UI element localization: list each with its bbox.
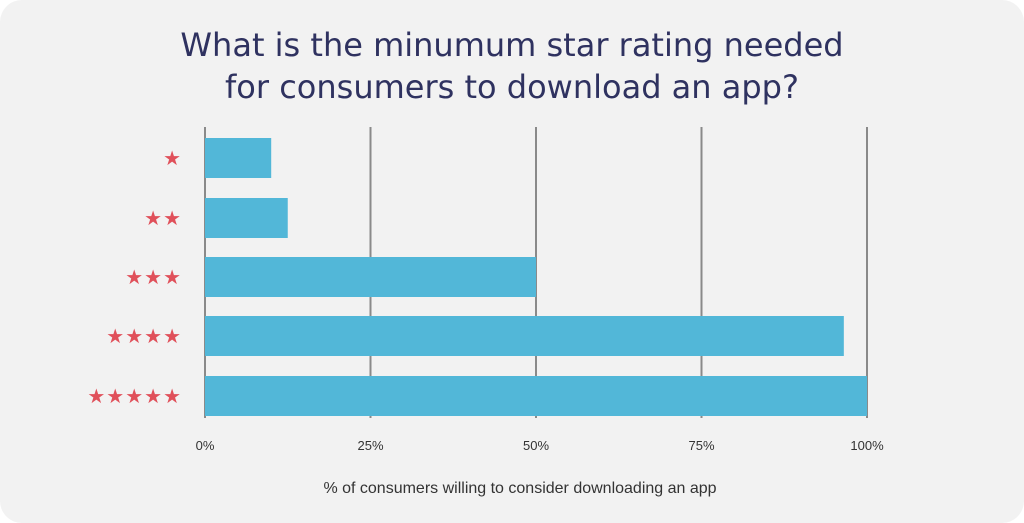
bar [205, 316, 844, 356]
x-tick-label: 100% [850, 438, 884, 453]
category-label: ★★ [144, 206, 182, 230]
bar [205, 138, 272, 178]
chart-title: What is the minumum star rating needed f… [180, 26, 844, 106]
bar [205, 376, 867, 416]
category-label: ★ [163, 146, 182, 170]
x-tick-label: 0% [196, 438, 215, 453]
category-labels: ★★★★★★★★★★★★★★★ [87, 146, 182, 408]
x-tick-label: 50% [523, 438, 549, 453]
category-label: ★★★ [125, 265, 182, 289]
x-tick-labels: 0% 25% 50% 75% 100% [196, 438, 884, 453]
x-axis-label: % of consumers willing to consider downl… [323, 480, 717, 497]
bar [205, 198, 288, 238]
category-label: ★★★★★ [87, 384, 182, 408]
x-tick-label: 75% [688, 438, 714, 453]
bar [205, 257, 536, 297]
x-tick-label: 25% [357, 438, 383, 453]
bars [205, 138, 867, 416]
category-label: ★★★★ [106, 324, 182, 348]
